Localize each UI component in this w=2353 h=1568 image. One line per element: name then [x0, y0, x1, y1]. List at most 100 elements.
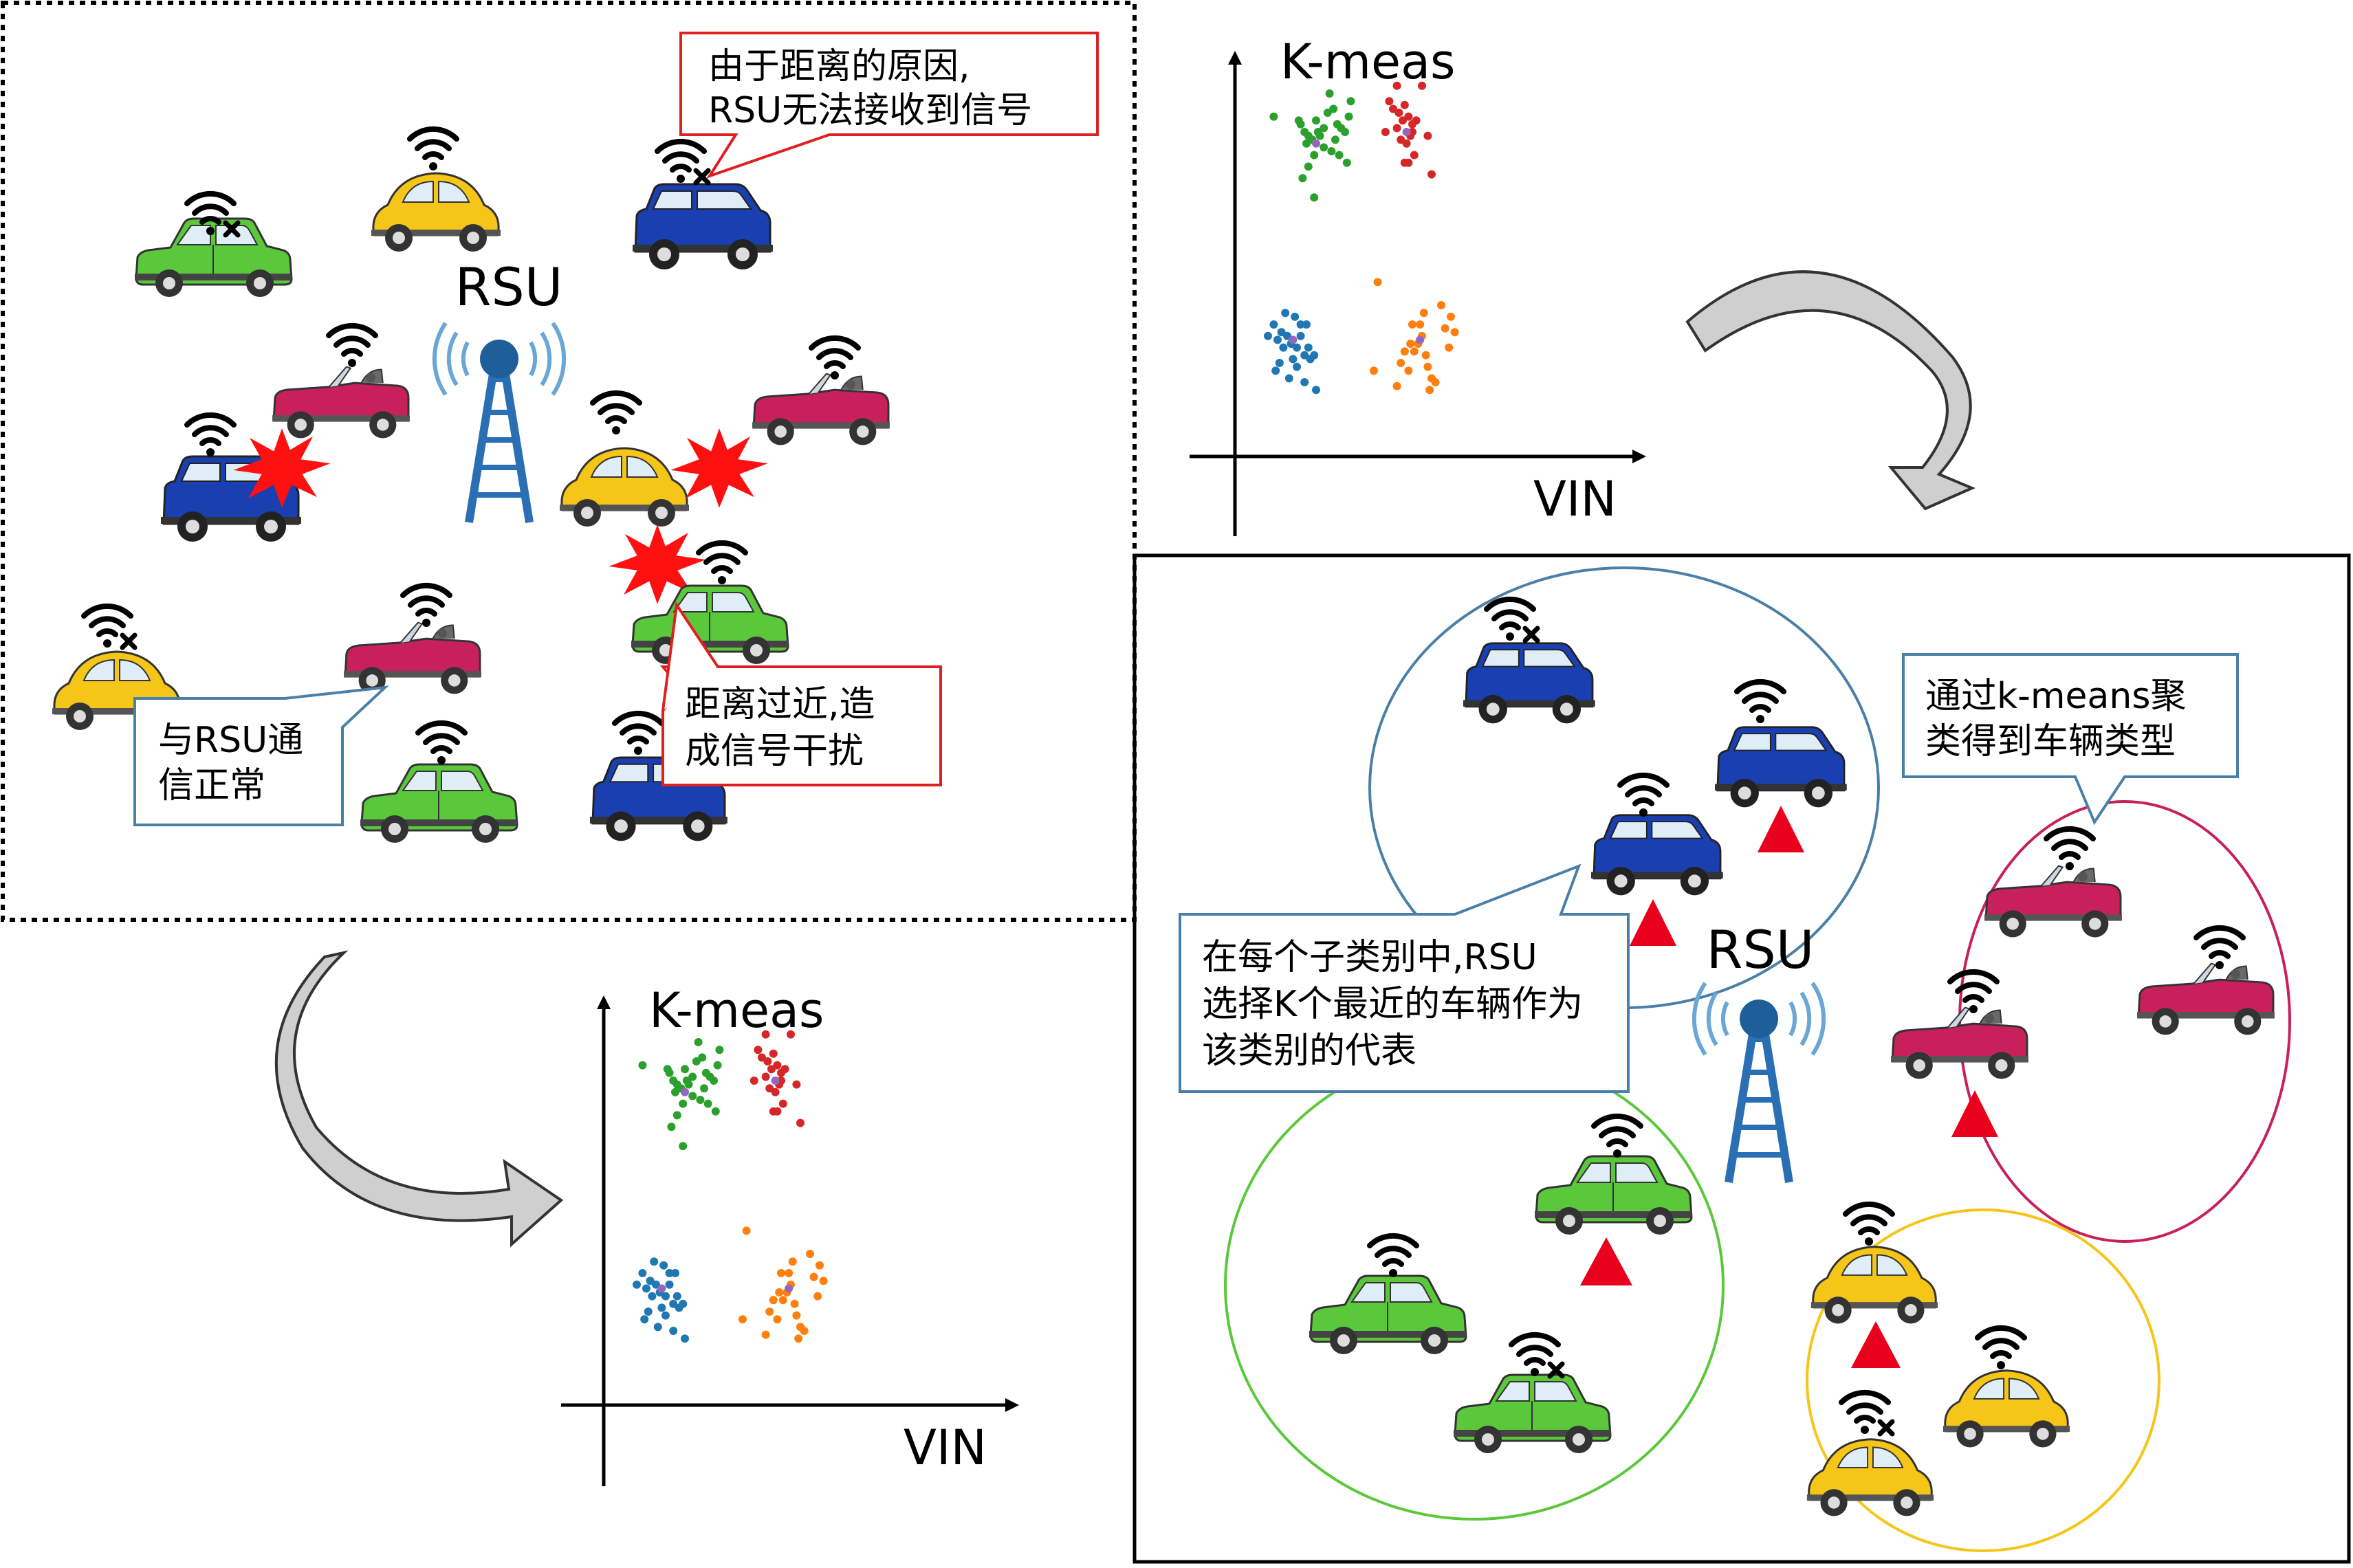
scatter-point [694, 1038, 703, 1046]
wifi-signal-icon [1737, 682, 1784, 723]
scatter-point [1447, 312, 1455, 321]
scatter-point [761, 1030, 770, 1039]
scatter-point [1310, 151, 1319, 159]
scatter-point [650, 1257, 659, 1266]
scatter-point [754, 1046, 763, 1054]
scatter-point [684, 1080, 693, 1089]
scatter-point [1392, 124, 1401, 133]
scatter-point [1315, 131, 1324, 140]
scatter-point [638, 1269, 647, 1277]
curved-arrow-bottom [274, 950, 564, 1248]
scatter-point [1325, 89, 1334, 98]
callout-representative-line3: 该类别的代表 [1202, 1030, 1416, 1072]
wifi-no-signal-icon [1841, 1393, 1892, 1434]
rsu-tower-icon [1694, 983, 1824, 1182]
scatter-point [1320, 124, 1328, 133]
rsu-label-bottom: RSU [1707, 919, 1815, 980]
scatter-point [800, 1327, 809, 1335]
yellow-beetle-car [1810, 1246, 1939, 1325]
scatter-point [788, 1257, 797, 1266]
scatter-point [1344, 112, 1353, 121]
scatter-point [1264, 331, 1272, 340]
scatter-point [790, 1299, 799, 1308]
scatter-point [742, 1226, 751, 1235]
scatter-point [778, 1099, 787, 1108]
scatter-point [1304, 343, 1313, 352]
scatter-point [1293, 362, 1301, 371]
yellow-beetle-car [558, 447, 690, 528]
wifi-signal-icon [403, 586, 450, 627]
wifi-signal-icon [1620, 775, 1667, 817]
scatter-point [792, 1080, 801, 1089]
scatter-point [1400, 347, 1409, 356]
scatter-point [1400, 100, 1409, 109]
scatter-point [661, 1311, 670, 1320]
scatter-point [1402, 128, 1411, 136]
scatter-point [701, 1068, 710, 1077]
scatter-point [771, 1076, 780, 1085]
scatter-point [648, 1292, 657, 1301]
cluster-ellipse-green [1224, 1050, 1725, 1521]
scenario-panel-border [1, 1, 1137, 922]
scatter-point [672, 1111, 681, 1120]
scatter-point [1408, 128, 1416, 136]
scatter-point [1296, 320, 1305, 329]
scatter-point [1419, 309, 1428, 318]
scatter-point [1284, 374, 1293, 383]
scatter-point [1397, 359, 1405, 367]
scatter-point [775, 1288, 784, 1296]
scatter-point [777, 1076, 785, 1085]
scatter-point [679, 1299, 688, 1308]
scatter-point [681, 1087, 689, 1096]
scatter-point [1302, 320, 1311, 329]
scatter-point [640, 1315, 649, 1324]
scatter-point [1385, 97, 1394, 106]
pink-convertible-car [271, 366, 411, 439]
yellow-beetle-car [1942, 1369, 2071, 1448]
scatter-point [667, 1123, 676, 1131]
scatter-point [785, 1284, 794, 1293]
scatter-point [638, 1061, 647, 1070]
green-sedan-car [1533, 1155, 1693, 1236]
representative-triangle-icon [1630, 899, 1676, 946]
callout-interference: 距离过近,造 成信号干扰 [659, 601, 942, 786]
pink-convertible-car [2136, 962, 2276, 1036]
blue-suv-car [631, 183, 774, 271]
scatter-point [657, 1284, 666, 1293]
pink-convertible-car [751, 373, 891, 446]
scatter-chart-bottom: K-meas VIN [561, 982, 1019, 1486]
yellow-beetle-car [370, 172, 502, 253]
scatter-point [696, 1096, 705, 1104]
yellow-beetle-car [1806, 1438, 1935, 1517]
scatter-point [713, 1061, 722, 1070]
rsu-tower-icon [435, 323, 564, 522]
x-axis-label: VIN [904, 1420, 987, 1476]
scatter-point [1370, 366, 1378, 375]
scatter-point [1400, 158, 1409, 167]
wifi-signal-icon [615, 714, 661, 755]
wifi-signal-icon [418, 723, 465, 764]
scatter-point [765, 1084, 774, 1093]
scatter-point [1408, 320, 1416, 329]
scatter-point [1298, 174, 1307, 183]
scatter-point [773, 1061, 782, 1070]
wifi-signal-icon [329, 326, 375, 367]
scatter-point [671, 1269, 679, 1277]
cluster-ellipse-yellow [1806, 1208, 2160, 1552]
scatter-point [1341, 128, 1349, 136]
callout-kmeans-line2: 类得到车辆类型 [1925, 721, 2176, 762]
blue-suv-car [1462, 642, 1597, 725]
scatter-point [1296, 120, 1305, 129]
scatter-point [1293, 343, 1301, 352]
scatter-point [1335, 151, 1344, 159]
wifi-no-signal-icon [1487, 599, 1537, 641]
scatter-point [809, 1272, 818, 1281]
x-axis-label: VIN [1533, 471, 1617, 527]
scatter-point [659, 1261, 668, 1270]
scatter-point [763, 1057, 772, 1065]
scatter-point [711, 1107, 720, 1116]
scatter-point [1427, 170, 1436, 179]
callout-distance: 由于距离的原因, RSU无法接收到信号 [679, 32, 1099, 179]
wifi-no-signal-icon [657, 142, 708, 183]
scatter-point [665, 1280, 674, 1289]
